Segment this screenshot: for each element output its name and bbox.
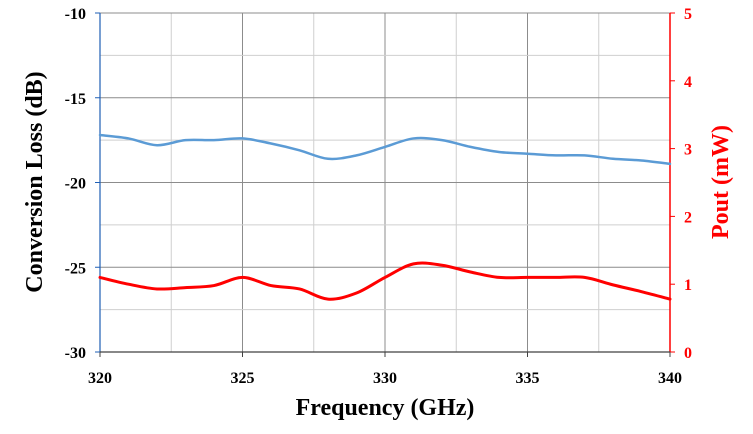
x-tick-label: 320 bbox=[88, 370, 112, 387]
x-tick-label: 340 bbox=[658, 370, 682, 387]
pout-series-line bbox=[98, 261, 672, 301]
y-axis-title: Conversion Loss (dB) bbox=[22, 71, 48, 292]
x-tick-label: 330 bbox=[373, 370, 397, 387]
x-tick-label: 335 bbox=[516, 370, 540, 387]
y2-tick-label: 3 bbox=[684, 142, 692, 159]
axes bbox=[95, 12, 675, 357]
y-tick-label: -20 bbox=[65, 176, 86, 193]
y2-tick-label: 0 bbox=[684, 345, 692, 362]
y2-tick-label: 2 bbox=[684, 209, 692, 226]
y2-tick-label: 5 bbox=[684, 6, 692, 23]
y-tick-label: -10 bbox=[65, 6, 86, 23]
series-lines bbox=[98, 133, 672, 301]
x-tick-label: 325 bbox=[231, 370, 255, 387]
y-tick-label: -30 bbox=[65, 345, 86, 362]
conversion-loss-series-line bbox=[98, 133, 672, 166]
x-axis-title: Frequency (GHz) bbox=[296, 395, 475, 421]
y2-tick-label: 1 bbox=[684, 277, 692, 294]
grid bbox=[99, 12, 671, 353]
y-tick-label: -25 bbox=[65, 260, 86, 277]
y2-tick-label: 4 bbox=[684, 74, 692, 91]
y-tick-label: -15 bbox=[65, 91, 86, 108]
tick-labels: -10 -15 -20 -25 -30 5 4 3 2 1 0 320 325 330 335 340 bbox=[65, 6, 692, 387]
y2-axis-title: Pout (mW) bbox=[708, 125, 734, 239]
